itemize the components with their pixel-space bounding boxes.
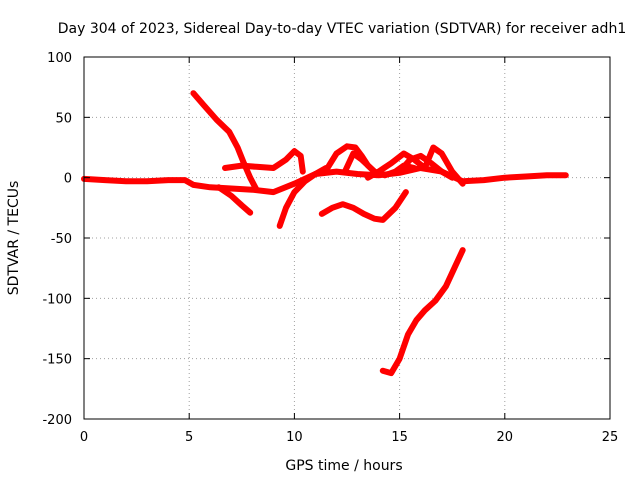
y-tick-label: -150 [42, 353, 72, 368]
y-tick-label: -100 [42, 292, 72, 307]
x-tick-label: 25 [602, 430, 619, 445]
y-axis-label: SDTVAR / TECUs [6, 181, 22, 296]
x-tick-label: 5 [185, 430, 193, 445]
series-line-hump-around-hour-9 [222, 148, 306, 175]
y-tick-labels: -200 -150 -100 -50 0 50 100 [42, 51, 72, 428]
axis-ticks [83, 56, 611, 420]
grid-lines [84, 57, 610, 419]
series-line-peak-near-hour-15-16 [365, 144, 466, 187]
series-line-lower-wave [318, 189, 409, 223]
series-line-descending-arc [190, 90, 260, 193]
y-tick-label: 0 [64, 172, 72, 187]
x-tick-label: 10 [286, 430, 303, 445]
series-line-recovery-from-minus-160 [379, 247, 466, 377]
y-tick-label: 50 [55, 111, 72, 126]
series-line-rising-from-minus-40 [276, 165, 329, 229]
data-series-group [81, 90, 569, 377]
x-axis-label: GPS time / hours [285, 458, 402, 474]
y-tick-label: -50 [51, 232, 72, 247]
series-line-late-hump [396, 152, 456, 181]
chart-title: Day 304 of 2023, Sidereal Day-to-day VTE… [58, 21, 626, 37]
y-tick-label: -200 [42, 413, 72, 428]
x-tick-label: 15 [391, 430, 408, 445]
series-line-dip-arc-left [215, 184, 254, 216]
plot-frame [83, 56, 611, 420]
x-tick-label: 0 [80, 430, 88, 445]
y-tick-label: 100 [47, 51, 72, 66]
x-tick-label: 20 [497, 430, 514, 445]
x-tick-labels: 0 5 10 15 20 25 [80, 430, 618, 445]
